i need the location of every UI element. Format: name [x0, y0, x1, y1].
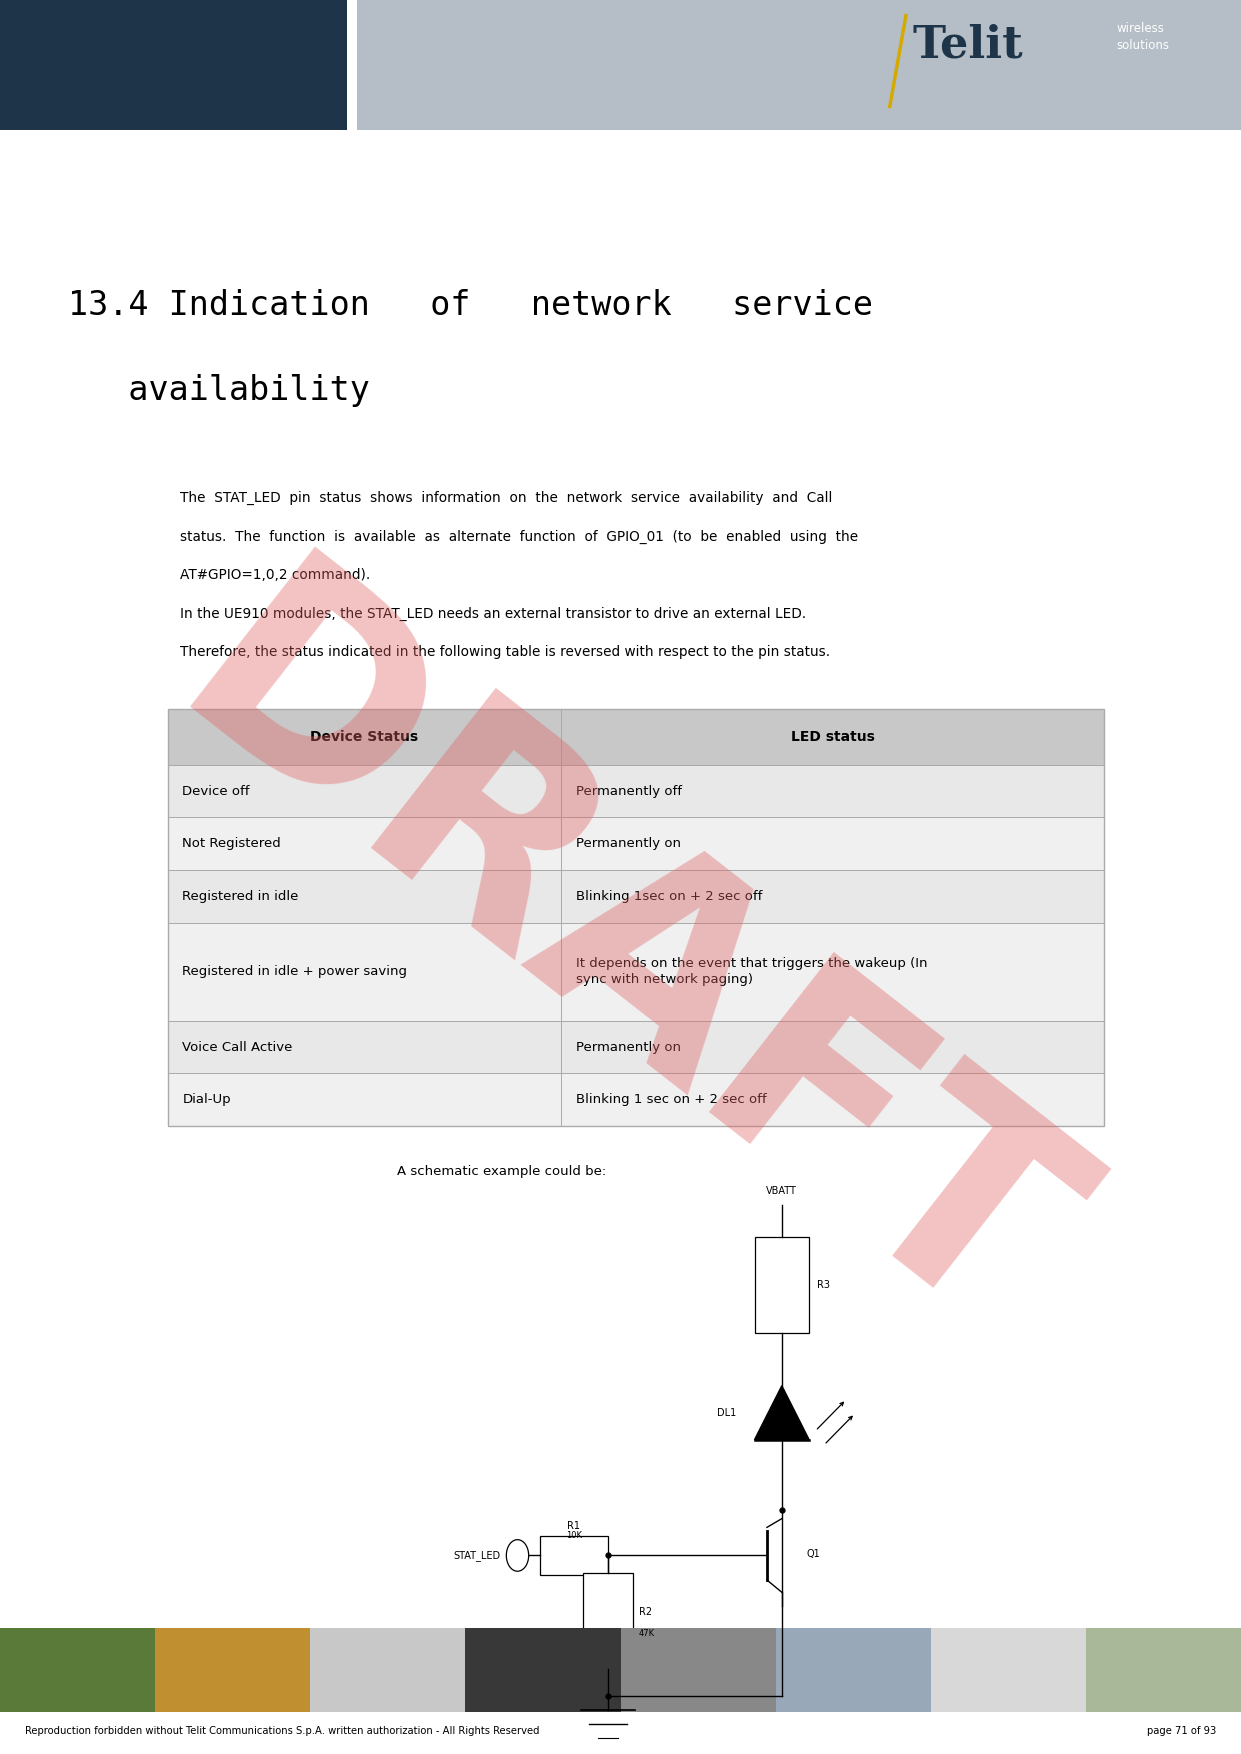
- Text: Telit: Telit: [912, 25, 1023, 67]
- Bar: [0, 0, 347, 130]
- Bar: [354, 0, 1241, 130]
- Text: DL1: DL1: [716, 1408, 736, 1417]
- Text: Not Registered: Not Registered: [182, 837, 282, 851]
- Text: Registered in idle + power saving: Registered in idle + power saving: [182, 965, 407, 979]
- Bar: [755, 1237, 809, 1333]
- Text: Blinking 1sec on + 2 sec off: Blinking 1sec on + 2 sec off: [576, 889, 762, 903]
- Text: page 71 of 93: page 71 of 93: [1147, 1726, 1216, 1736]
- Text: Permanently off: Permanently off: [576, 784, 683, 798]
- Bar: [168, 709, 1104, 1126]
- Text: 13.4 Indication   of   network   service: 13.4 Indication of network service: [68, 289, 874, 323]
- Bar: [0, 1628, 155, 1712]
- Bar: [155, 1628, 310, 1712]
- Text: In the UE910 modules, the STAT_LED needs an external transistor to drive an exte: In the UE910 modules, the STAT_LED needs…: [180, 607, 807, 621]
- Polygon shape: [755, 1386, 809, 1440]
- Bar: [168, 1073, 1104, 1126]
- Bar: [1086, 1628, 1241, 1712]
- Text: Registered in idle: Registered in idle: [182, 889, 299, 903]
- Text: Dial-Up: Dial-Up: [182, 1093, 231, 1107]
- Text: Reproduction forbidden without Telit Communications S.p.A. written authorization: Reproduction forbidden without Telit Com…: [25, 1726, 540, 1736]
- Text: STAT_LED: STAT_LED: [453, 1551, 500, 1561]
- Bar: [583, 1573, 633, 1670]
- Bar: [168, 923, 1104, 1021]
- Text: The  STAT_LED  pin  status  shows  information  on  the  network  service  avail: The STAT_LED pin status shows informatio…: [180, 491, 833, 505]
- Bar: [620, 1628, 776, 1712]
- Bar: [168, 870, 1104, 923]
- Bar: [465, 1628, 620, 1712]
- Text: AT#GPIO=1,0,2 command).: AT#GPIO=1,0,2 command).: [180, 568, 370, 582]
- Text: VBATT: VBATT: [767, 1186, 797, 1196]
- Text: A schematic example could be:: A schematic example could be:: [397, 1165, 607, 1177]
- Text: 10K: 10K: [566, 1531, 582, 1540]
- Text: status.  The  function  is  available  as  alternate  function  of  GPIO_01  (to: status. The function is available as alt…: [180, 530, 858, 544]
- Text: DRAFT: DRAFT: [128, 538, 1113, 1391]
- Text: wireless
solutions: wireless solutions: [1117, 21, 1170, 51]
- Text: Device off: Device off: [182, 784, 249, 798]
- Bar: [347, 0, 357, 130]
- Text: R1: R1: [567, 1521, 581, 1531]
- Text: availability: availability: [68, 374, 370, 407]
- Text: Permanently on: Permanently on: [576, 837, 681, 851]
- Bar: [310, 1628, 465, 1712]
- Text: Q1: Q1: [807, 1549, 820, 1559]
- Bar: [168, 1021, 1104, 1073]
- Bar: [776, 1628, 931, 1712]
- Text: Permanently on: Permanently on: [576, 1040, 681, 1054]
- Text: R2: R2: [639, 1607, 653, 1617]
- Text: Blinking 1 sec on + 2 sec off: Blinking 1 sec on + 2 sec off: [576, 1093, 767, 1107]
- Text: 47K: 47K: [639, 1629, 655, 1638]
- Bar: [168, 765, 1104, 817]
- Bar: [540, 1537, 608, 1575]
- Text: It depends on the event that triggers the wakeup (In
sync with network paging): It depends on the event that triggers th…: [576, 958, 927, 986]
- Bar: [168, 709, 1104, 765]
- Text: LED status: LED status: [791, 730, 875, 744]
- Text: Therefore, the status indicated in the following table is reversed with respect : Therefore, the status indicated in the f…: [180, 645, 830, 660]
- Text: Voice Call Active: Voice Call Active: [182, 1040, 293, 1054]
- Text: Device Status: Device Status: [310, 730, 418, 744]
- Text: R3: R3: [817, 1280, 829, 1289]
- Bar: [168, 817, 1104, 870]
- Bar: [931, 1628, 1086, 1712]
